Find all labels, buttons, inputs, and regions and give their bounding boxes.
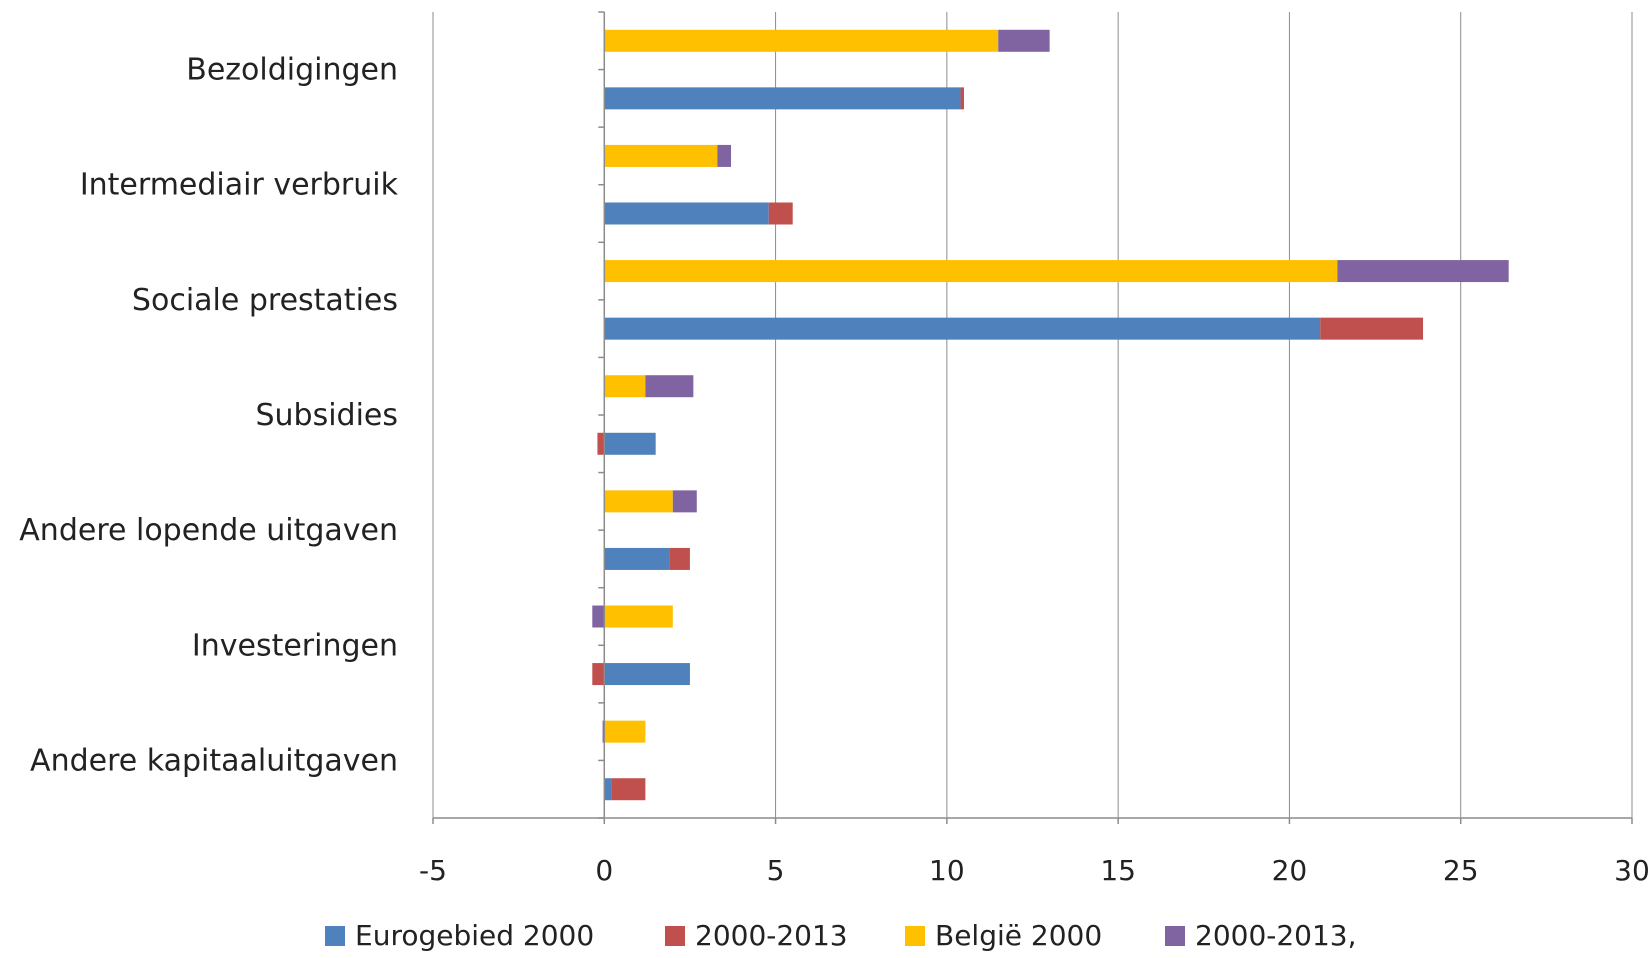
bar-5-1-1: [592, 605, 605, 628]
bar-3-1-1: [645, 375, 694, 398]
bar-6-1-1: [602, 720, 605, 743]
bar-2-0-1: [1320, 317, 1424, 340]
bar-1-1-1: [717, 144, 732, 167]
legend-label-1: 2000-2013: [695, 919, 848, 952]
bar-6-0-1: [611, 778, 646, 801]
x-tick-labels: -5 0 5 10 15 20 25 30: [419, 854, 1650, 887]
x-tick-label-0: -5: [419, 854, 447, 887]
x-tick-label-1: 0: [595, 854, 613, 887]
category-label-2: Sociale prestaties: [132, 283, 398, 318]
bar-4-0-0: [604, 547, 670, 570]
category-label-0: Bezoldigingen: [186, 53, 398, 88]
bar-2-0-0: [604, 317, 1321, 340]
bar-3-0-0: [604, 432, 656, 455]
bar-3-0-1: [597, 432, 605, 455]
x-tick-label-6: 25: [1443, 854, 1479, 887]
bar-3-1-0: [604, 375, 646, 398]
legend-swatch-1: [665, 926, 685, 946]
x-tick-label-3: 10: [929, 854, 965, 887]
bar-1-1-0: [604, 144, 718, 167]
bar-0-1-0: [604, 29, 999, 52]
legend-swatch-3: [1165, 926, 1185, 946]
category-label-3: Subsidies: [255, 398, 398, 433]
bar-0-0-1: [960, 87, 964, 110]
bar-4-0-1: [669, 547, 690, 570]
legend-label-2: België 2000: [935, 919, 1102, 952]
bar-2-1-1: [1337, 260, 1509, 283]
legend-swatch-2: [905, 926, 925, 946]
gridlines: [432, 12, 1633, 818]
category-label-1: Intermediair verbruik: [80, 168, 399, 203]
bar-1-0-0: [604, 202, 769, 225]
bar-0-1-1: [998, 29, 1050, 52]
bar-4-1-1: [672, 490, 697, 513]
legend: Eurogebied 2000 2000-2013 België 2000 2000-…: [325, 919, 1357, 952]
bar-2-1-0: [604, 260, 1338, 283]
bar-5-1-0: [604, 605, 673, 628]
bar-6-1-0: [604, 720, 646, 743]
category-label-4: Andere lopende uitgaven: [19, 513, 398, 548]
category-label-6: Andere kapitaaluitgaven: [30, 743, 398, 778]
category-labels: Bezoldigingen Intermediair verbruik Social…: [19, 53, 398, 779]
bar-1-0-1: [768, 202, 793, 225]
x-tick-label-4: 15: [1100, 854, 1136, 887]
bars: [592, 29, 1509, 801]
bar-0-0-0: [604, 87, 961, 110]
bar-5-0-0: [604, 663, 690, 686]
bar-5-0-1: [592, 663, 605, 686]
legend-swatch-0: [325, 926, 345, 946]
x-tick-label-5: 20: [1272, 854, 1308, 887]
x-tick-label-7: 30: [1614, 854, 1650, 887]
bar-6-0-0: [604, 778, 612, 801]
category-label-5: Investeringen: [192, 628, 398, 663]
x-tick-label-2: 5: [767, 854, 785, 887]
axes: [432, 11, 1633, 824]
legend-label-3: 2000-2013,: [1195, 919, 1357, 952]
legend-label-0: Eurogebied 2000: [355, 919, 594, 952]
bar-4-1-0: [604, 490, 673, 513]
